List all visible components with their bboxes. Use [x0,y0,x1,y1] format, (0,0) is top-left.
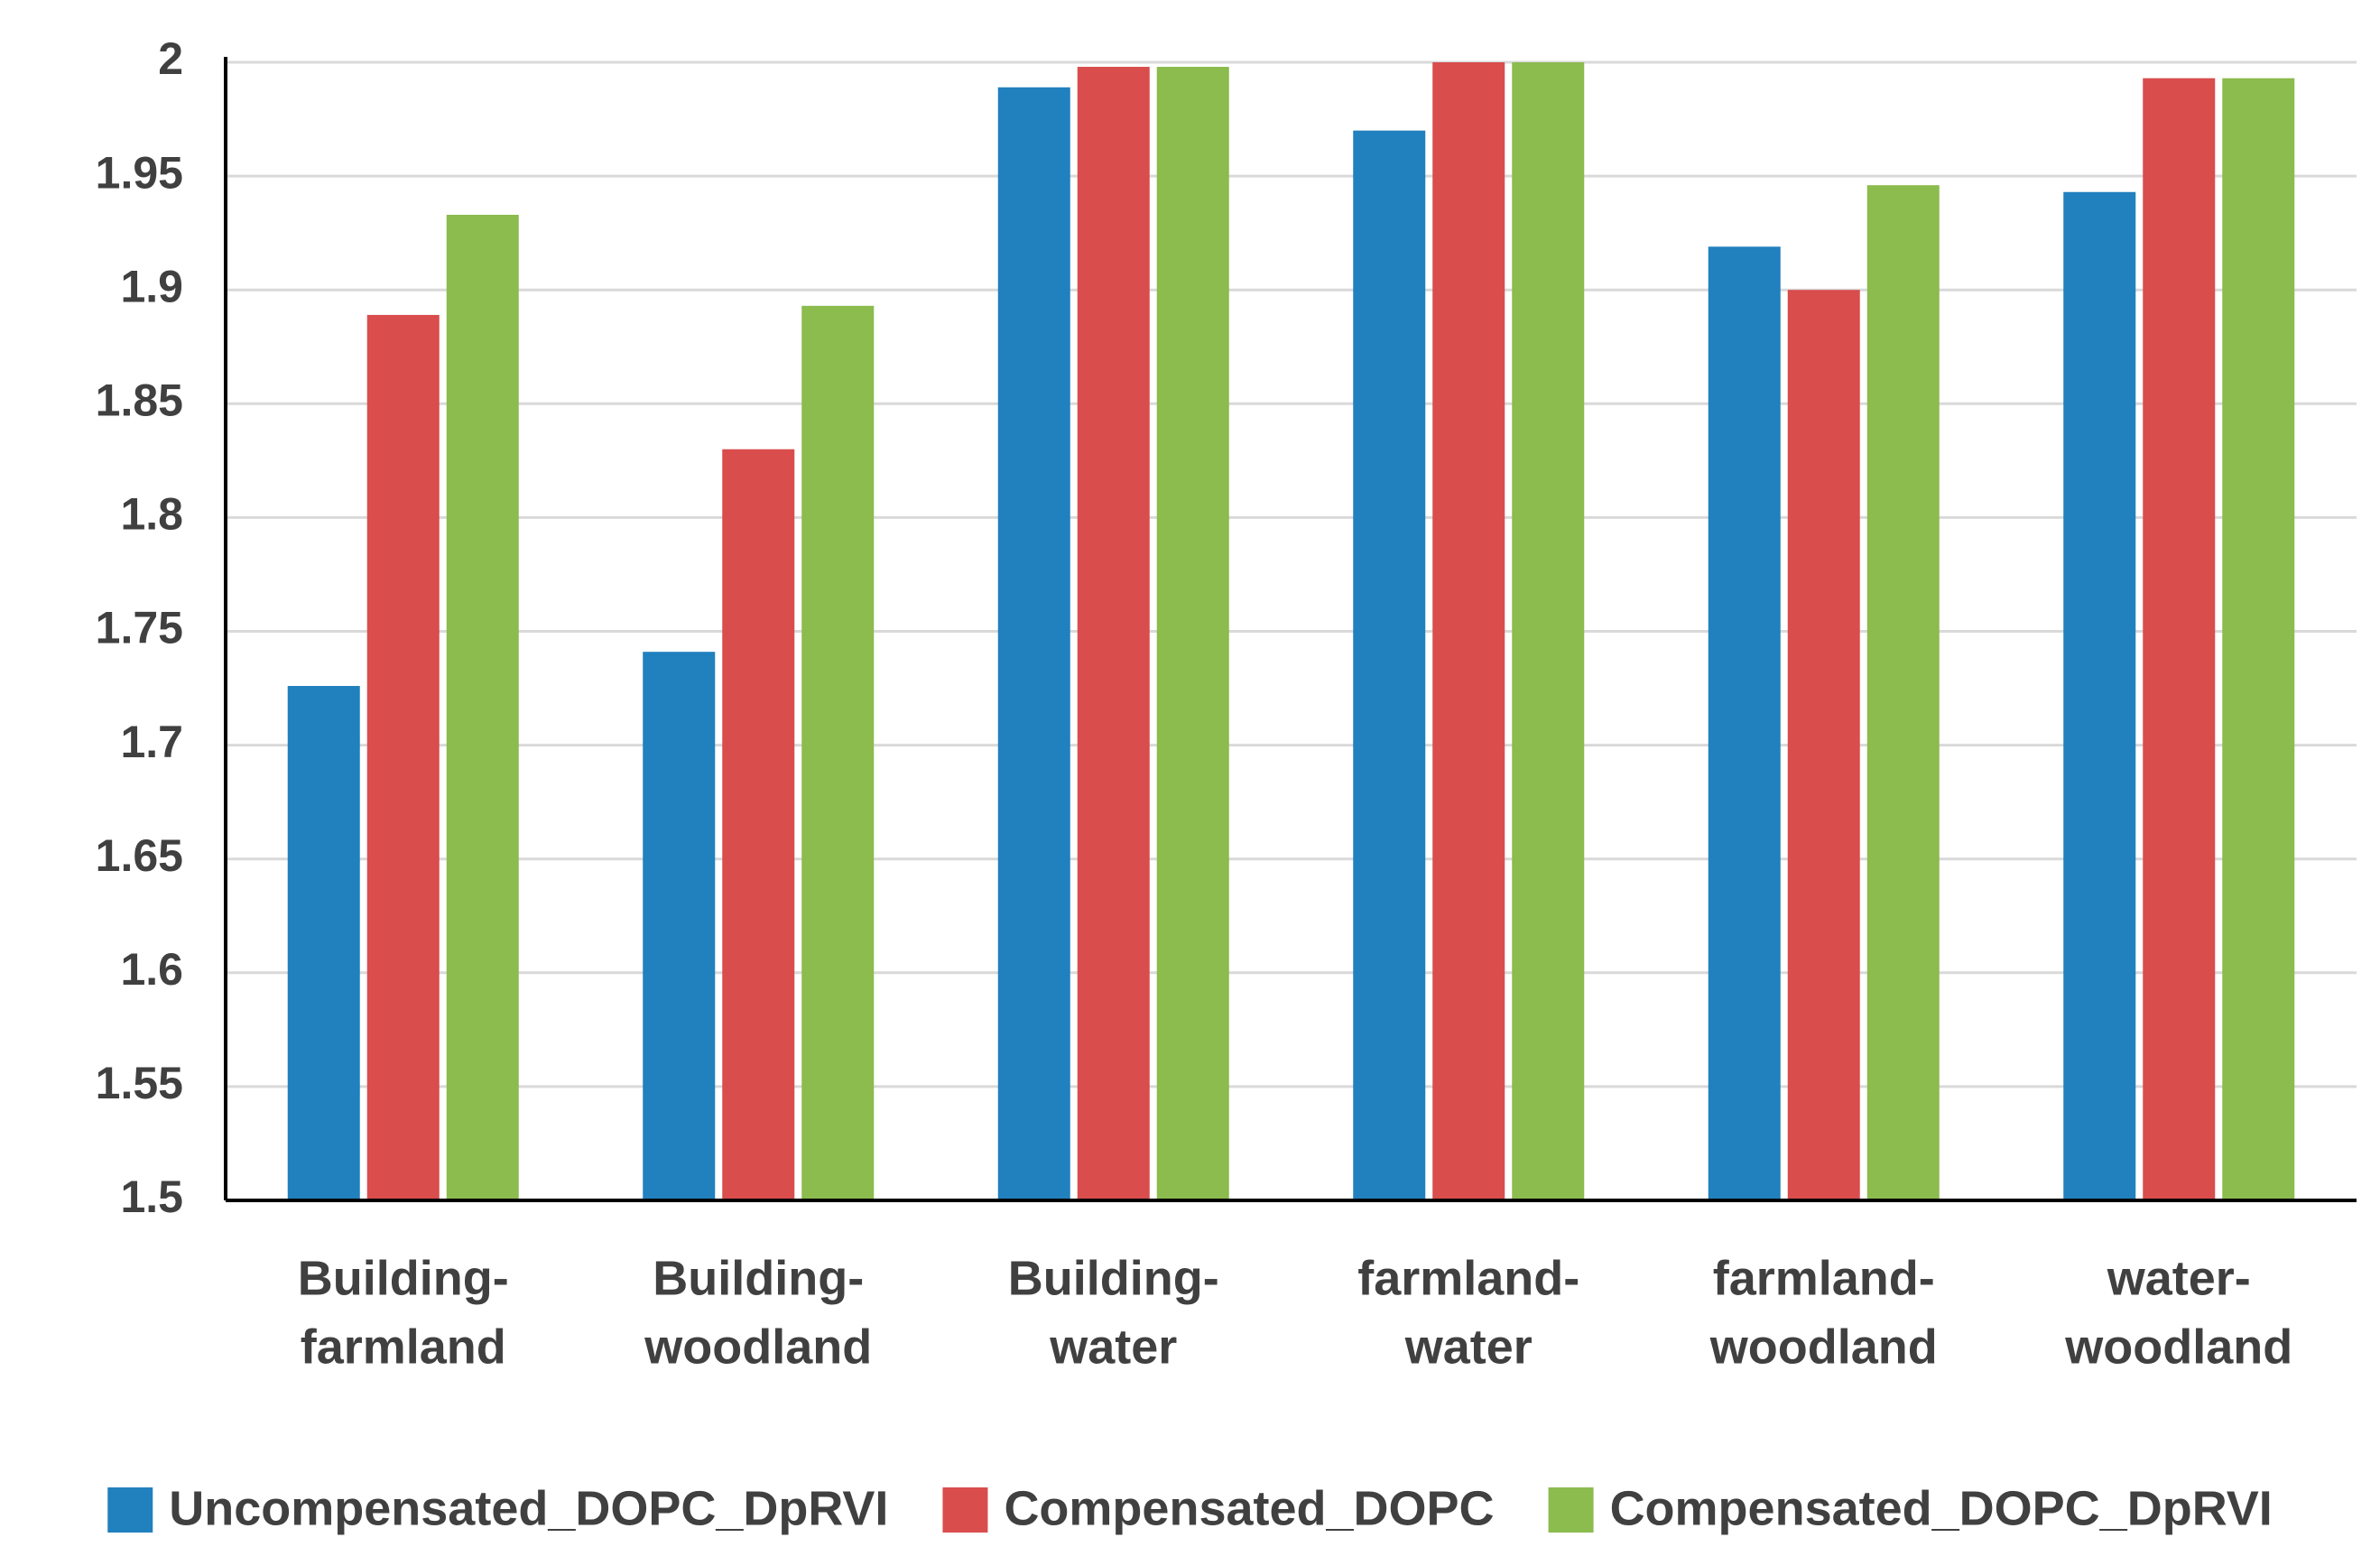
y-tick-label: 1.95 [96,147,183,198]
bar [1787,290,1860,1200]
bar [1353,130,1426,1200]
bar [1156,67,1229,1201]
legend-swatch [107,1487,153,1533]
bar [997,87,1070,1201]
y-tick-label: 1.9 [120,261,183,311]
bar [446,214,519,1200]
bar [1512,62,1585,1200]
bar [1708,246,1781,1201]
bar [366,314,440,1200]
x-tick-label: Building- [298,1251,509,1305]
y-tick-label: 1.6 [120,944,183,995]
y-tick-label: 1.85 [96,375,183,426]
x-tick-label: water- [2107,1251,2251,1305]
legend-label: Uncompensated_DOPC_DpRVI [169,1481,888,1535]
x-tick-label: Building- [1008,1251,1219,1305]
bar [722,449,795,1200]
y-tick-label: 2 [158,33,183,84]
y-tick-label: 1.75 [96,603,183,653]
bar [643,652,716,1200]
x-tick-label: woodland [644,1320,872,1374]
legend-label: Compensated_DOPC_DpRVI [1610,1481,2273,1535]
legend-label: Compensated_DOPC [1004,1481,1494,1535]
x-tick-label: farmland- [1357,1251,1579,1305]
legend-swatch [942,1487,988,1533]
bar [1866,185,1940,1201]
x-tick-label: farmland [301,1320,506,1374]
bar [287,686,360,1200]
bar [2222,78,2295,1200]
bar [801,305,875,1200]
y-tick-label: 1.5 [120,1172,183,1222]
x-tick-label: woodland [2064,1320,2292,1374]
x-tick-label: water [1404,1320,1533,1374]
legend-swatch [1548,1487,1594,1533]
y-tick-label: 1.8 [120,489,183,540]
x-tick-label: farmland- [1713,1251,1935,1305]
y-tick-label: 1.55 [96,1058,183,1108]
y-tick-label: 1.65 [96,830,183,881]
bar [2063,191,2136,1200]
bar [1077,67,1150,1201]
x-tick-label: Building- [653,1251,864,1305]
x-tick-label: water [1049,1320,1177,1374]
y-tick-label: 1.7 [120,717,183,767]
bar [2143,78,2216,1200]
bar [1432,62,1505,1200]
x-tick-label: woodland [1709,1320,1938,1374]
